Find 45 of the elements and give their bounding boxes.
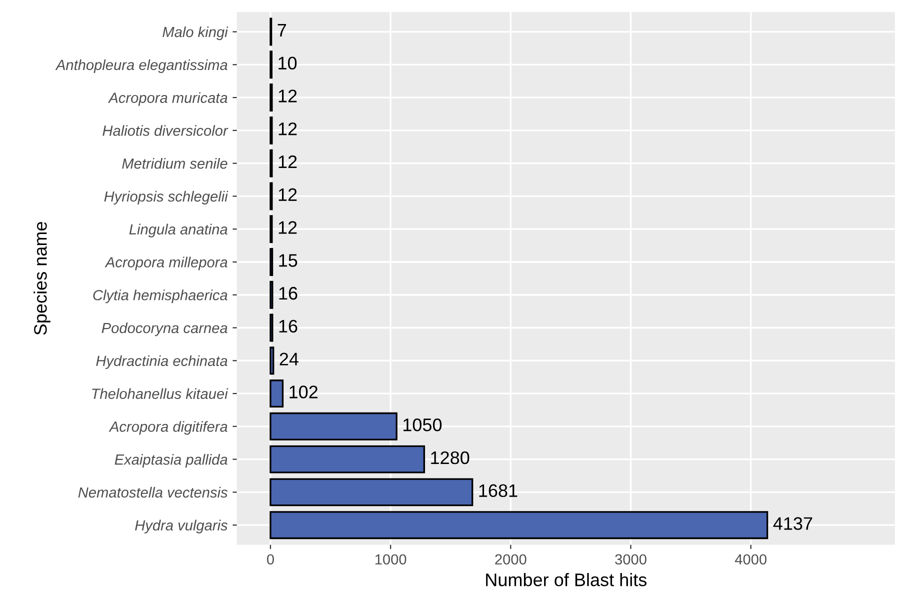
y-tick-label: Lingula anatina xyxy=(129,224,228,238)
data-label: 4137 xyxy=(773,517,812,530)
x-tick-label: 4000 xyxy=(734,554,766,565)
data-label: 12 xyxy=(278,122,297,136)
x-tick-label: 0 xyxy=(266,554,274,565)
data-label: 102 xyxy=(290,386,318,398)
y-tick-label: Podocoryna carnea xyxy=(102,322,228,336)
x-tick-label: 2000 xyxy=(495,554,526,565)
data-label: 12 xyxy=(278,155,297,168)
bar xyxy=(270,346,274,375)
data-label: 1681 xyxy=(479,484,518,498)
y-tick-label: Nematostella vectensis xyxy=(78,486,228,498)
y-tick-label: Hyriopsis schlegelii xyxy=(104,190,228,205)
bar xyxy=(270,445,426,474)
y-tick-label: Hydra vulgaris xyxy=(135,520,228,534)
data-label: 7 xyxy=(278,24,286,36)
y-tick-label: Malo kingi xyxy=(162,26,228,40)
data-label: 24 xyxy=(280,352,298,366)
data-label: 10 xyxy=(278,56,297,70)
data-label: 1050 xyxy=(404,418,442,432)
y-axis-title: Species name xyxy=(34,222,50,335)
y-tick-label: Clytia hemisphaerica xyxy=(93,290,228,304)
y-tick-label: Metridium senile xyxy=(122,158,228,169)
data-label: 16 xyxy=(279,320,298,333)
data-label: 16 xyxy=(279,286,298,300)
data-label: 12 xyxy=(278,221,297,234)
y-tick-label: Exaiptasia pallida xyxy=(114,454,228,468)
y-tick-label: Acropora digitifera xyxy=(108,421,228,435)
bar xyxy=(270,380,284,408)
data-label: 15 xyxy=(279,254,298,267)
x-axis-title: Number of Blast hits xyxy=(486,572,647,586)
y-tick-label: Anthopleura elegantissima xyxy=(55,59,228,73)
data-label: 12 xyxy=(278,188,297,201)
x-tick-label: 3000 xyxy=(615,554,646,565)
y-tick-label: Hydractinia echinata xyxy=(96,355,228,369)
y-tick-label: Acropora millepora xyxy=(104,256,228,270)
bar xyxy=(270,511,768,540)
bar xyxy=(270,412,398,440)
y-tick-label: Acropora muricata xyxy=(108,92,228,106)
bar xyxy=(270,478,474,506)
y-tick-label: Thelohanellus kitauei xyxy=(92,388,228,399)
y-tick-label: Haliotis diversicolor xyxy=(102,125,228,136)
data-label: 1280 xyxy=(431,451,470,464)
data-label: 12 xyxy=(278,90,297,102)
x-tick-label: 1000 xyxy=(375,554,406,565)
